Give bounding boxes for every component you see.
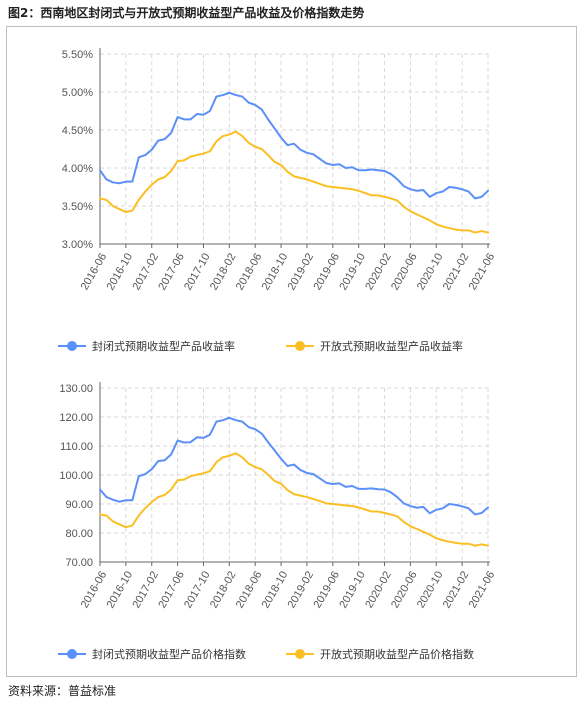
- yield-legend-marker-1: [67, 341, 77, 351]
- yield-legend-label-2: 开放式预期收益型产品收益率: [320, 339, 463, 353]
- index-y-tick-label: 80.00: [65, 528, 93, 540]
- yield-y-tick-label: 5.50%: [62, 49, 93, 61]
- price-index-line-chart: 70.0080.0090.00100.00110.00120.00130.002…: [58, 382, 497, 661]
- index-series-line-2: [99, 452, 489, 547]
- index-y-tick-label: 110.00: [60, 441, 93, 453]
- yield-y-tick-label: 3.50%: [62, 201, 93, 213]
- index-legend-marker-2: [295, 649, 305, 659]
- figure-frame: [6, 26, 577, 677]
- index-series-line-1: [99, 416, 489, 516]
- index-y-tick-label: 100.00: [59, 470, 93, 482]
- yield-y-tick-label: 4.50%: [62, 125, 93, 137]
- yield-y-tick-label: 4.00%: [62, 163, 93, 175]
- source-note: 资料来源：普益标准: [8, 684, 117, 698]
- index-y-tick-label: 130.00: [59, 383, 93, 395]
- index-y-tick-label: 90.00: [65, 499, 93, 511]
- figure-title: 图2：西南地区封闭式与开放式预期收益型产品收益及价格指数走势: [8, 6, 365, 20]
- index-y-tick-label: 70.00: [65, 557, 93, 569]
- index-legend-label-1: 封闭式预期收益型产品价格指数: [92, 647, 246, 661]
- yield-series-line-1: [99, 91, 489, 200]
- yield-y-tick-label: 3.00%: [62, 239, 93, 251]
- yield-legend-marker-2: [295, 341, 305, 351]
- index-legend-marker-1: [67, 649, 77, 659]
- yield-line-chart: 3.00%3.50%4.00%4.50%5.00%5.50%2016-06201…: [58, 48, 497, 353]
- yield-y-tick-label: 5.00%: [62, 87, 93, 99]
- index-legend-label-2: 开放式预期收益型产品价格指数: [320, 647, 474, 661]
- yield-legend-label-1: 封闭式预期收益型产品收益率: [92, 339, 235, 353]
- yield-series-line-2: [99, 130, 489, 234]
- index-y-tick-label: 120.00: [59, 412, 93, 424]
